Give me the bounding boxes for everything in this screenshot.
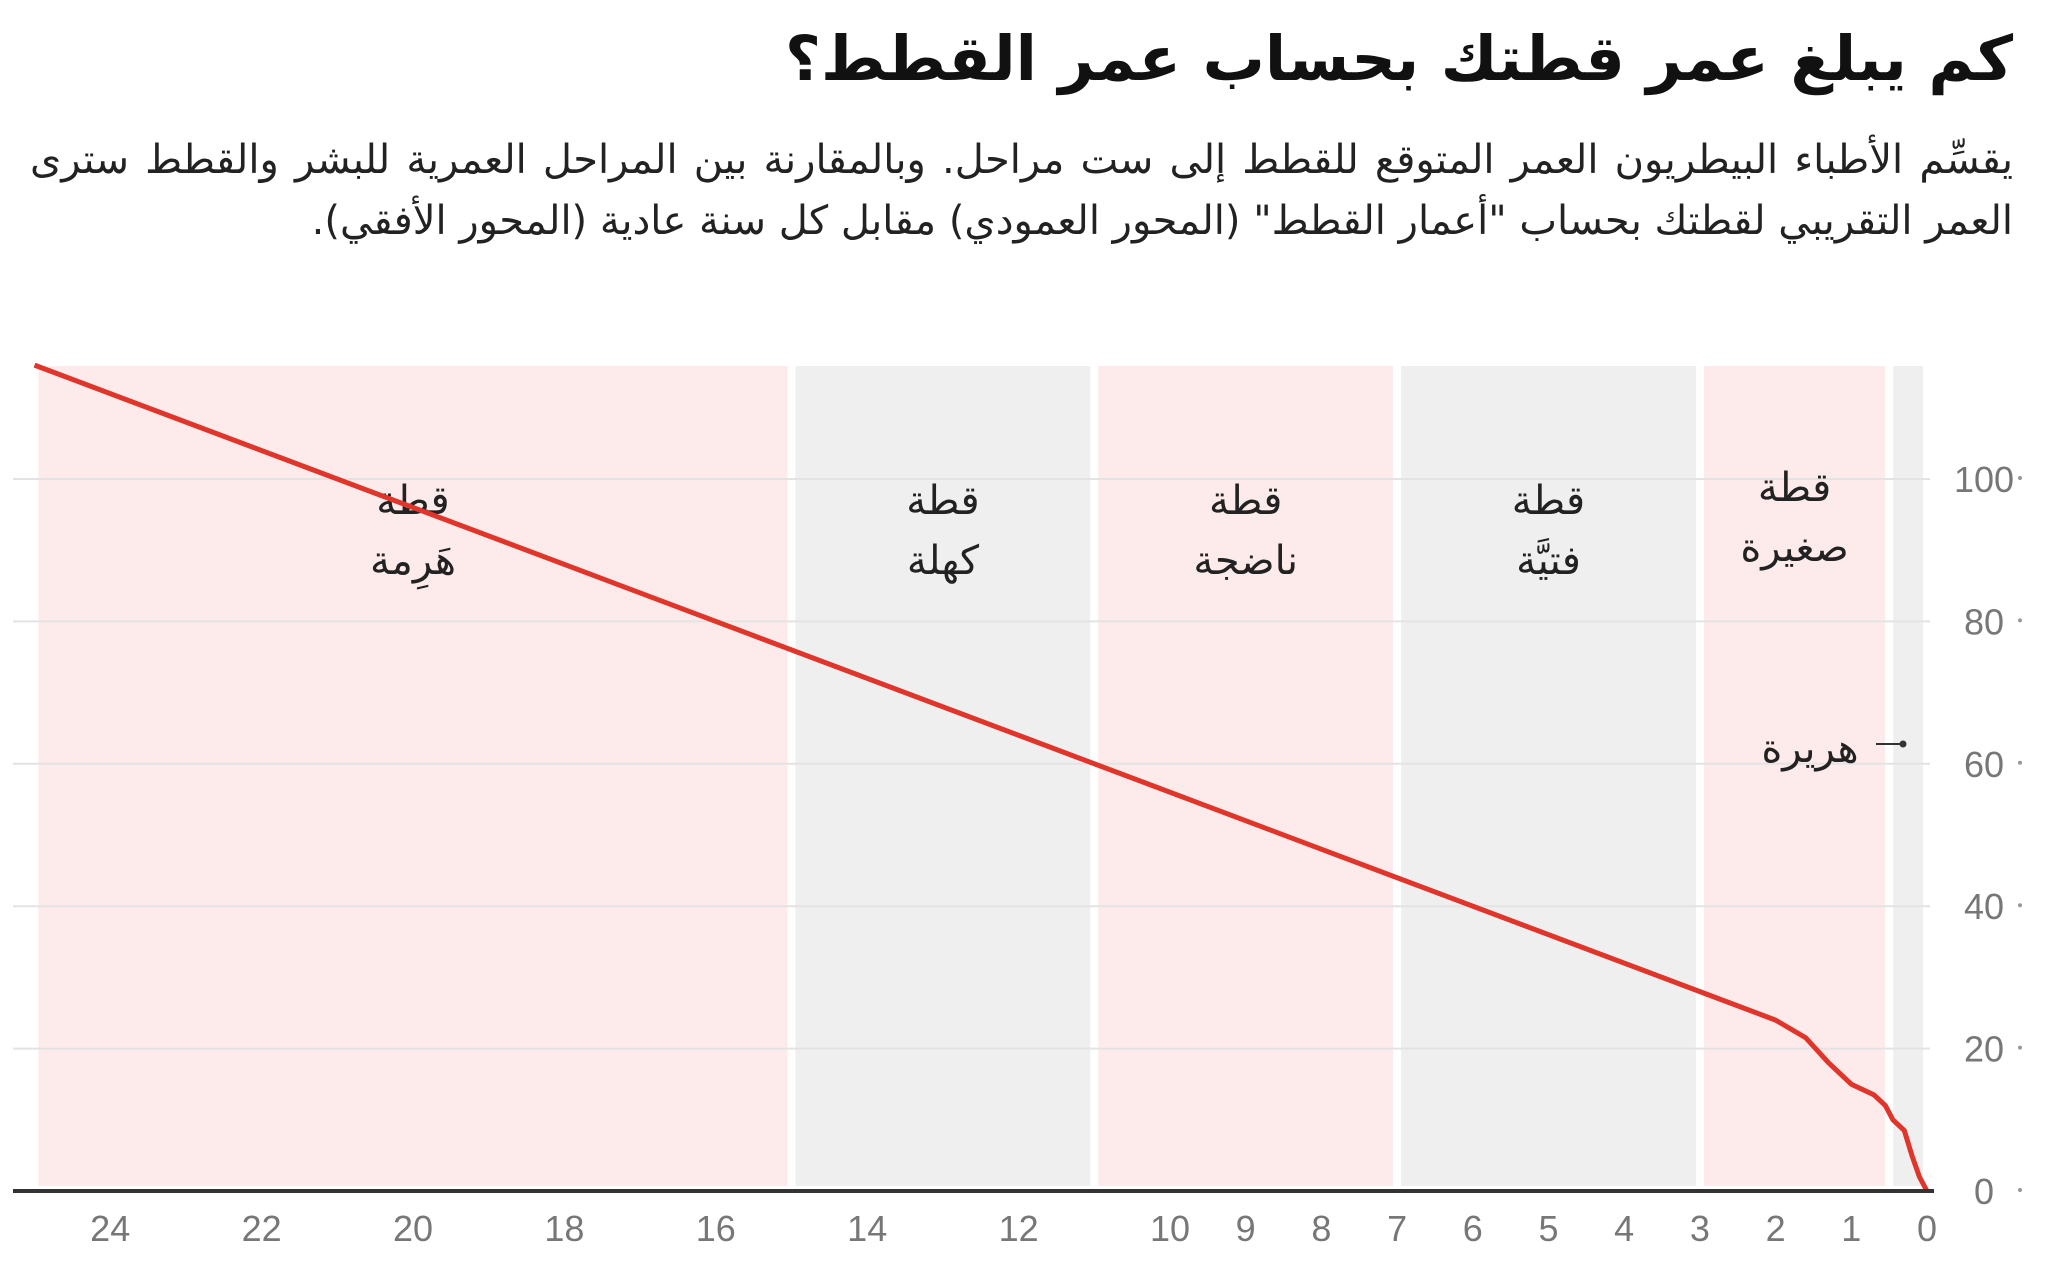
x-tick-label: 24 (90, 1208, 130, 1249)
stage-label: قطة (1758, 465, 1831, 511)
x-tick-label: 2 (1766, 1208, 1786, 1249)
y-tick-dot (2018, 903, 2022, 908)
stage-label: فتيَّة (1516, 537, 1581, 584)
x-tick-label: 0 (1917, 1208, 1937, 1249)
stage-label: قطة (1512, 478, 1585, 524)
x-tick-label: 4 (1614, 1208, 1634, 1249)
stage-label: قطة (906, 478, 979, 524)
x-tick-label: 8 (1311, 1208, 1331, 1249)
stage-band (1893, 366, 1923, 1186)
stage-label: كهلة (907, 538, 980, 584)
x-tick-label: 22 (242, 1208, 282, 1249)
stage-label: هَرِمة (370, 538, 456, 590)
stage-label: ناضجة (1193, 538, 1298, 584)
x-tick-label: 16 (696, 1208, 736, 1249)
x-tick-label: 6 (1463, 1208, 1483, 1249)
x-tick-label: 12 (999, 1208, 1039, 1249)
stage-label: هريرة (1761, 726, 1858, 772)
x-tick-label: 18 (544, 1208, 584, 1249)
chart-title: كم يبلغ عمر قطتك بحساب عمر القطط؟ (785, 22, 2013, 95)
x-tick-label: 20 (393, 1208, 433, 1249)
x-tick-label: 1 (1841, 1208, 1861, 1249)
x-tick-label: 9 (1236, 1208, 1256, 1249)
y-tick-dot (2018, 1045, 2022, 1050)
x-tick-label: 5 (1538, 1208, 1558, 1249)
stage-label: صغيرة (1740, 525, 1848, 571)
kitten-arrow-head-icon (1899, 740, 1907, 748)
stage-label: قطة (1209, 478, 1282, 524)
y-tick-dot (2018, 760, 2022, 765)
x-tick-label: 3 (1690, 1208, 1710, 1249)
y-tick-label: 20 (1964, 1029, 2004, 1070)
x-tick-label: 10 (1150, 1208, 1190, 1249)
y-tick-label: 80 (1964, 601, 2004, 642)
y-tick-dot (2018, 1188, 2022, 1192)
y-tick-dot (2018, 476, 2022, 480)
y-tick-label: 60 (1964, 744, 2004, 785)
x-tick-label: 14 (847, 1208, 887, 1249)
x-tick-label: 7 (1387, 1208, 1407, 1249)
y-tick-label: 0 (1974, 1171, 1994, 1212)
y-tick-label: 40 (1964, 886, 2004, 927)
y-tick-dot (2018, 618, 2022, 623)
chart-subtitle: يقسِّم الأطباء البيطريون العمر المتوقع ل… (30, 137, 2013, 244)
y-tick-label: 100 (1954, 459, 2014, 500)
series-line (33, 362, 1930, 1193)
